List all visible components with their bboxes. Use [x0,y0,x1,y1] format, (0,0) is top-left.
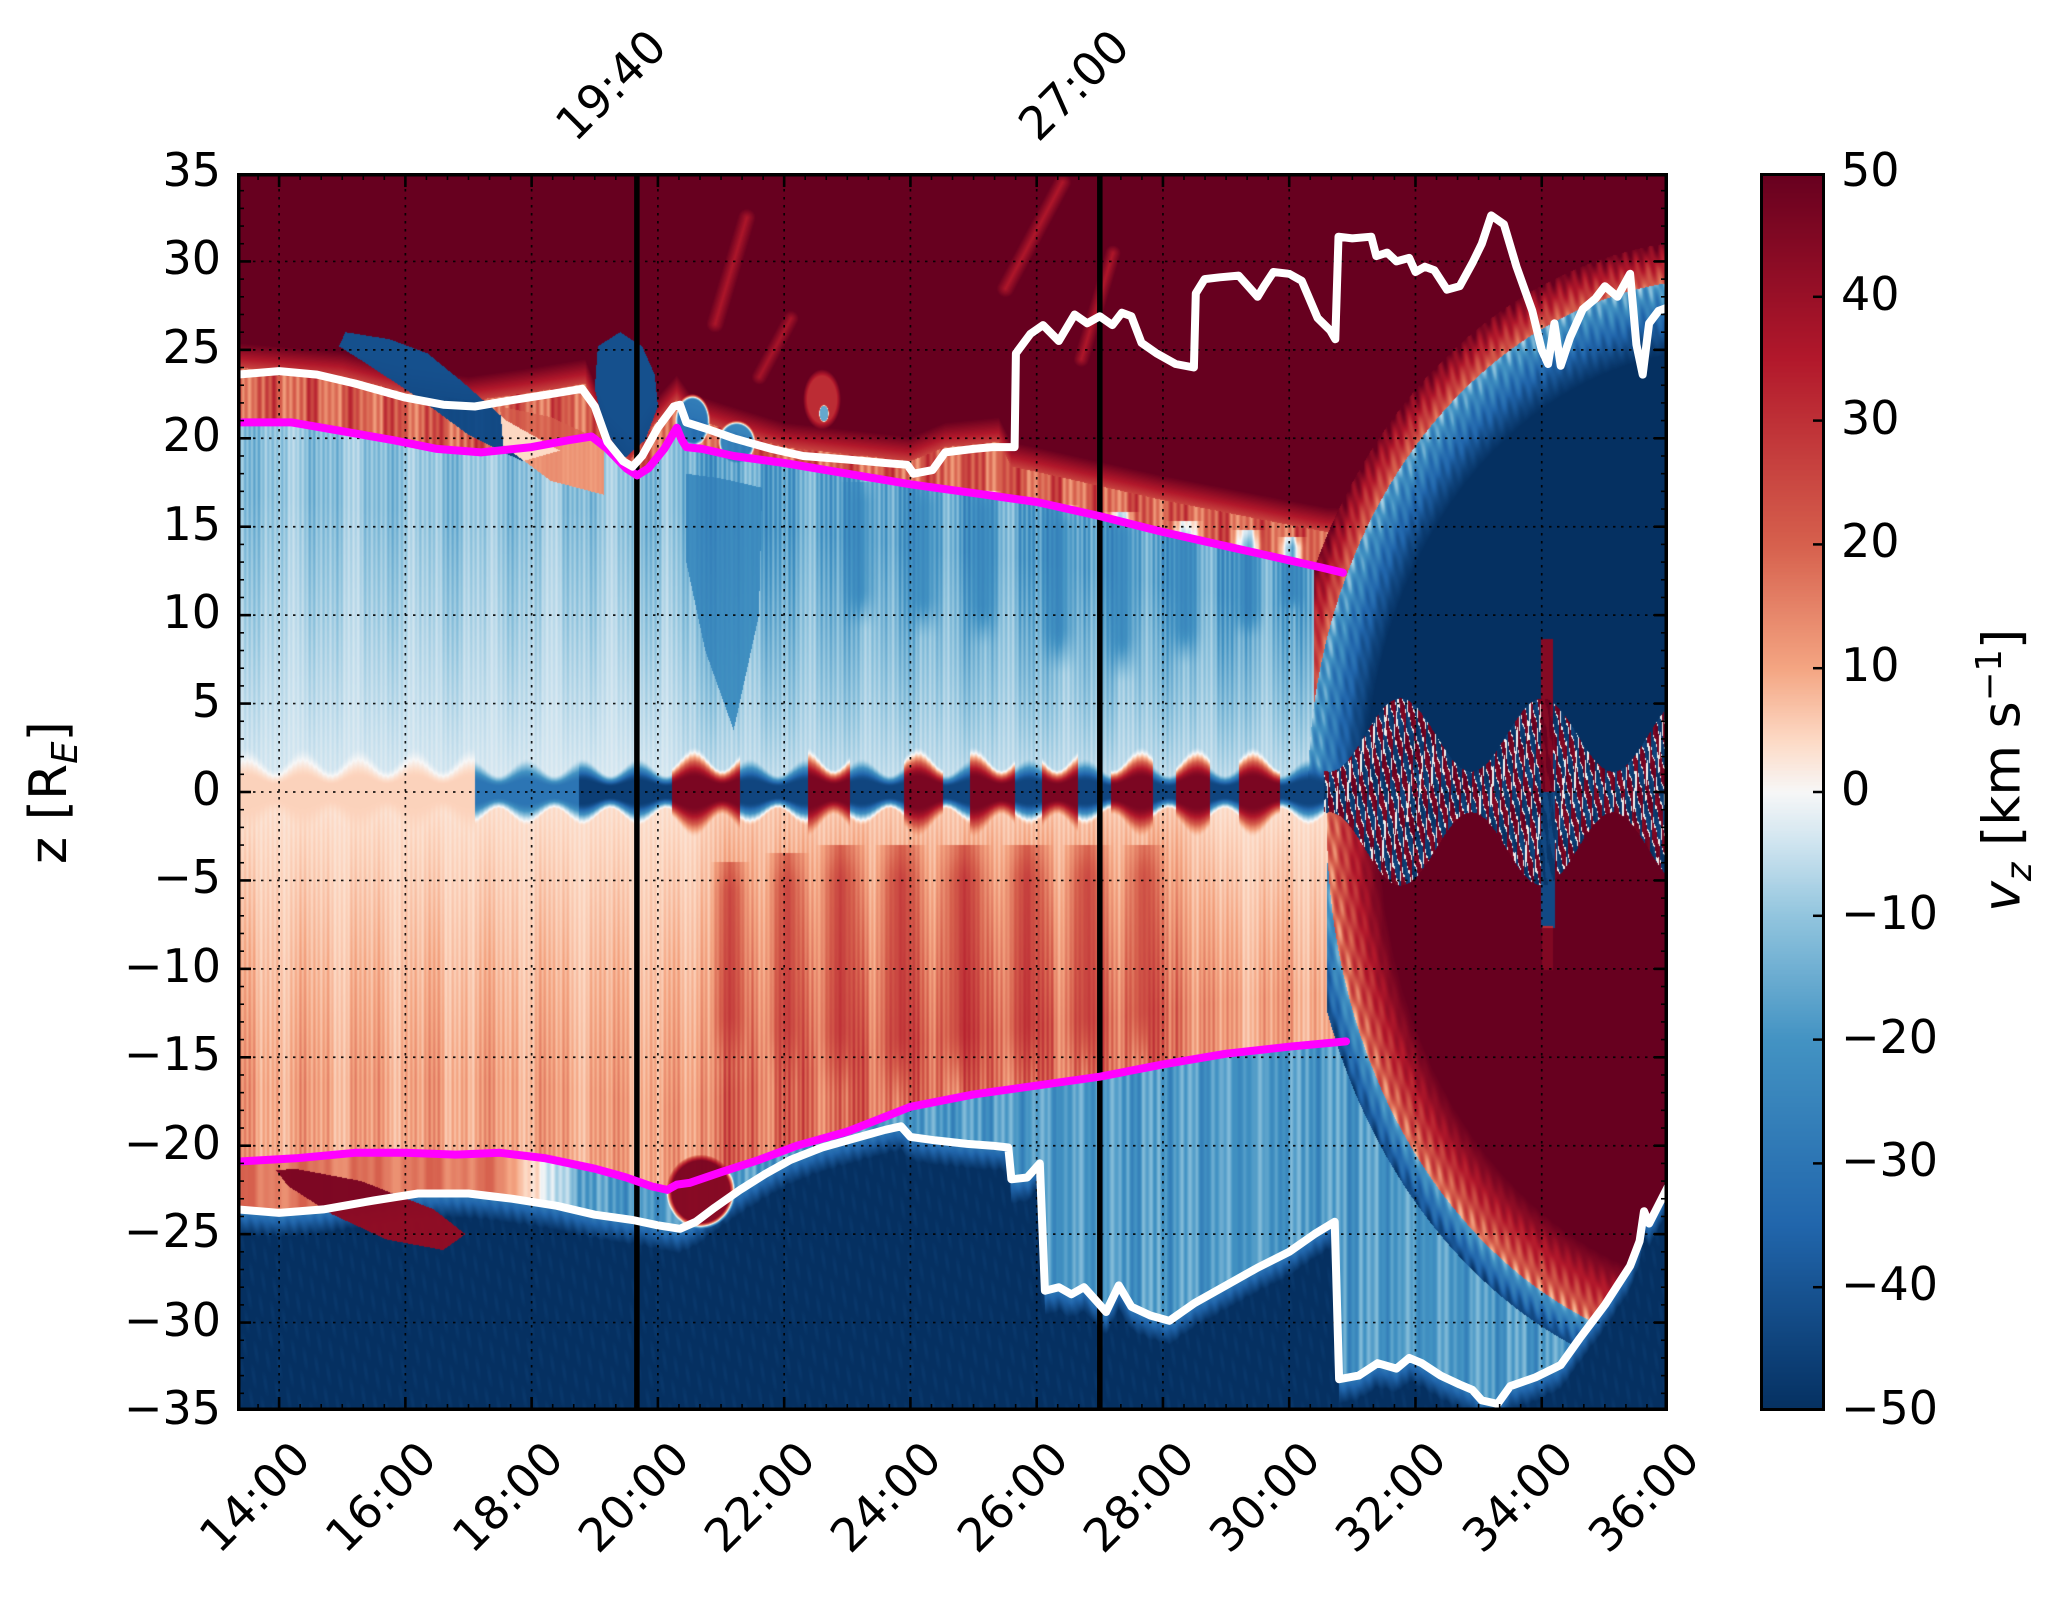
colorbar-label-close: ] [1971,628,2032,649]
y-tick-label: −10 [123,938,221,993]
colorbar-label-sub: z [1998,862,2040,881]
y-tick-label: −20 [123,1115,221,1170]
y-tick-label: −35 [123,1381,221,1435]
x-tick-label: 26:00 [946,1430,1079,1563]
colorbar-tick-label: −40 [1841,1257,1939,1312]
x-tick-label: 24:00 [820,1430,953,1563]
x-tick-label: 30:00 [1198,1430,1331,1563]
x-tick-label: 36:00 [1577,1430,1710,1563]
x-tick-label: 16:00 [315,1430,447,1563]
y-tick-label: 10 [162,585,221,640]
colorbar [1760,173,1825,1411]
y-tick-label: −15 [123,1027,221,1082]
y-tick-label: 35 [162,143,221,197]
colorbar-tick-label: 10 [1841,638,1900,693]
y-tick-label: 0 [191,762,221,816]
plot-overlay [237,173,1668,1411]
colorbar-tick-label: 30 [1841,390,1900,445]
y-tick-label: 20 [162,408,221,463]
colorbar-tick-label: 0 [1841,762,1871,816]
y-tick-label: 15 [162,496,221,551]
x-tick-label: 32:00 [1325,1430,1458,1563]
colorbar-label-sup: −1 [1968,648,2010,701]
colorbar-label-units: [km s [1971,700,2032,863]
time-marker-label: 27:00 [1007,19,1140,152]
y-axis-label-sub: E [44,741,86,764]
lower-magenta-curve [237,1037,1350,1194]
y-tick-label: −5 [153,850,221,905]
upper-white-curve [237,211,1668,478]
lower-white-curve [237,1122,1668,1408]
x-tick-label: 18:00 [441,1430,574,1563]
plot-area [237,173,1668,1411]
y-tick-label: −30 [123,1292,221,1347]
colorbar-frame [1760,173,1825,1411]
x-tick-label: 22:00 [693,1430,826,1563]
colorbar-tick-label: −20 [1841,1009,1939,1064]
colorbar-tick-label: −50 [1841,1381,1939,1435]
x-tick-label: 34:00 [1451,1430,1584,1563]
colorbar-tick-label: −10 [1841,885,1939,940]
x-tick-label: 20:00 [567,1430,700,1563]
colorbar-tick-label: 20 [1841,514,1900,569]
upper-magenta-curve [237,418,1347,577]
x-tick-label: 14:00 [188,1430,321,1563]
x-tick-label: 28:00 [1072,1430,1205,1563]
colorbar-tick-label: −30 [1841,1133,1939,1188]
colorbar-tick-label: 50 [1841,143,1900,197]
y-tick-label: −25 [123,1204,221,1259]
plot-frame [237,173,1668,1411]
colorbar-label-var: v [1971,880,2032,912]
colorbar-tick-label: 40 [1841,266,1900,321]
y-tick-label: 30 [162,231,221,286]
colorbar-axis-label: vz [km s−1] [1969,628,2040,911]
y-tick-label: 5 [191,673,221,728]
colorbar-overlay [1760,173,1825,1411]
time-marker-label: 19:40 [544,19,677,152]
y-tick-label: 25 [162,319,221,374]
